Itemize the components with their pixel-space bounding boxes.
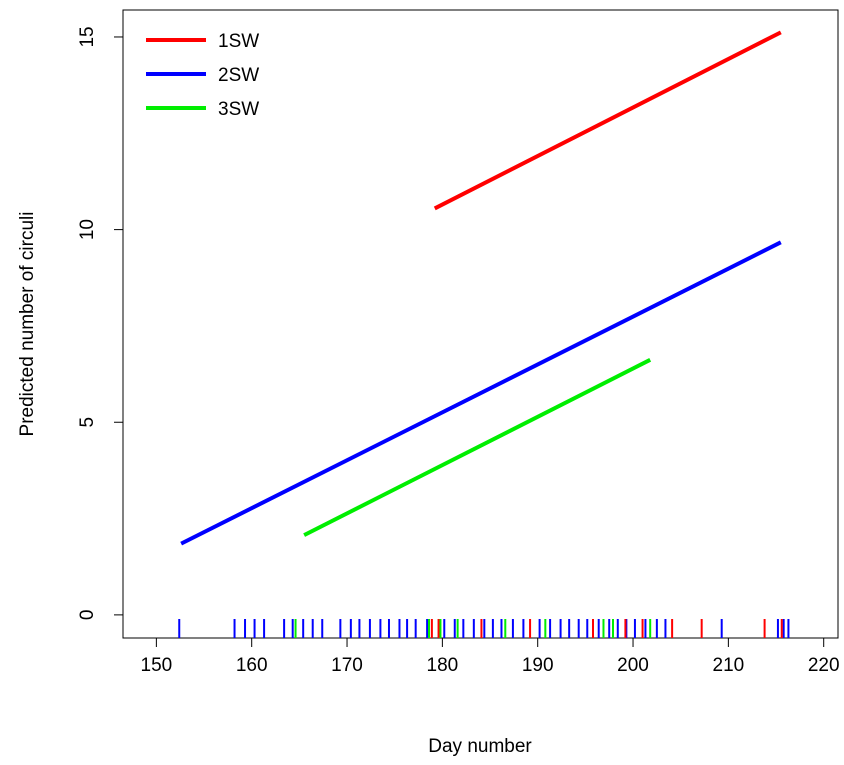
series-line: [433, 30, 782, 211]
axes: 150 160 170 180 190 200 210 220 0 5 10 15: [77, 26, 840, 676]
series-line: [180, 240, 782, 546]
x-tick-label: 200: [617, 655, 649, 676]
x-tick-label: 220: [808, 655, 840, 676]
x-tick-label: 190: [522, 655, 554, 676]
y-tick-label: 0: [77, 610, 98, 621]
x-tick-label: 170: [331, 655, 363, 676]
series-lines: [180, 30, 782, 546]
y-axis-label: Predicted number of circuli: [17, 212, 38, 437]
rug-marks: [178, 619, 790, 638]
x-tick-label: 180: [427, 655, 459, 676]
x-tick-label: 210: [713, 655, 745, 676]
y-tick-label: 10: [77, 219, 98, 240]
legend-label: 1SW: [218, 31, 259, 52]
y-tick-label: 5: [77, 417, 98, 428]
x-tick-label: 150: [141, 655, 173, 676]
series-line: [303, 358, 652, 537]
y-tick-label: 15: [77, 26, 98, 47]
legend-label: 3SW: [218, 99, 259, 120]
x-tick-label: 160: [236, 655, 268, 676]
x-axis-label: Day number: [428, 736, 532, 757]
legend-label: 2SW: [218, 65, 259, 86]
legend: 1SW 2SW 3SW: [146, 31, 259, 120]
